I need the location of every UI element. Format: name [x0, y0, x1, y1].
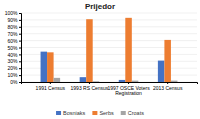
legend-item: Bosniaks: [56, 110, 86, 116]
y-tick-label: 80%: [7, 24, 18, 30]
bar-series: [47, 18, 171, 82]
bar: [93, 81, 100, 82]
y-tick-mark: [19, 41, 21, 42]
y-tick-mark: [19, 54, 21, 55]
x-tick-label-line: 1991 Census: [36, 85, 66, 91]
legend-swatch: [92, 111, 97, 115]
y-tick: 80%: [7, 24, 21, 30]
x-tick-label: 1993 RS Census: [71, 85, 109, 91]
y-tick-label: 40%: [7, 52, 18, 58]
x-axis: 1991 Census 1993 RS Census1997 OSCE Voter…: [22, 82, 198, 96]
x-tick-label-line: 1993 RS Census: [71, 85, 109, 91]
bar: [164, 40, 171, 82]
x-tick: 1997 OSCE VotersRegistration: [107, 82, 150, 96]
chart-container: Prijedor 0%10%20%30%40%50%60%70%80%90%100…: [0, 0, 200, 119]
y-tick-label: 10%: [7, 72, 18, 78]
y-tick-mark: [19, 61, 21, 62]
y-tick-mark: [19, 13, 21, 14]
y-tick-label: 30%: [7, 58, 18, 64]
x-tick: 1993 RS Census: [71, 82, 109, 91]
bar: [132, 81, 139, 82]
bar: [125, 18, 132, 82]
grid-line: [21, 33, 197, 34]
legend-item: Serbs: [92, 110, 114, 116]
y-tick: 90%: [7, 17, 21, 23]
y-tick: 100%: [5, 10, 21, 16]
y-tick-label: 0%: [10, 79, 18, 85]
plot: 0%10%20%30%40%50%60%70%80%90%100%1991 Ce…: [5, 10, 198, 96]
y-tick: 20%: [7, 65, 21, 71]
legend-label: Bosniaks: [63, 110, 86, 116]
bar: [47, 52, 54, 82]
y-axis: 0%10%20%30%40%50%60%70%80%90%100%: [5, 10, 22, 85]
y-axis-line: [19, 14, 22, 83]
y-tick-label: 100%: [5, 10, 18, 16]
bar: [86, 19, 93, 82]
y-tick-mark: [19, 20, 21, 21]
legend-label: Serbs: [99, 110, 114, 116]
y-tick: 60%: [7, 38, 21, 44]
y-tick-label: 60%: [7, 38, 18, 44]
bar: [41, 52, 48, 82]
title: Prijedor: [85, 2, 115, 11]
y-tick: 0%: [10, 79, 21, 85]
y-tick-mark: [19, 48, 21, 49]
y-tick-label: 70%: [7, 31, 18, 37]
grid-line: [21, 13, 197, 14]
bar: [158, 61, 165, 82]
grid-line: [21, 19, 197, 20]
y-tick-mark: [19, 82, 21, 83]
x-tick-label: 1991 Census: [36, 85, 66, 91]
y-tick-mark: [19, 27, 21, 28]
grid-line: [21, 26, 197, 27]
x-tick-label-line: 2013 Census: [153, 85, 183, 91]
y-tick-mark: [19, 34, 21, 35]
bar-series: [41, 52, 165, 82]
bar: [54, 78, 61, 82]
legend-swatch: [121, 111, 126, 115]
bar: [80, 77, 87, 82]
x-tick-label: 2013 Census: [153, 85, 183, 91]
x-tick-label-line: Registration: [115, 90, 142, 96]
bar: [171, 81, 178, 82]
y-tick: 50%: [7, 45, 21, 51]
y-tick: 40%: [7, 52, 21, 58]
bar-series: [54, 78, 178, 82]
y-tick-mark: [19, 68, 21, 69]
y-tick: 70%: [7, 31, 21, 37]
y-tick-label: 50%: [7, 45, 18, 51]
legend-label: Croats: [128, 110, 144, 116]
y-tick-label: 90%: [7, 17, 18, 23]
bars: [41, 18, 178, 82]
legend-swatch: [56, 111, 61, 115]
x-tick: 1991 Census: [36, 82, 66, 91]
legend-item: Croats: [121, 110, 144, 116]
grid: [21, 13, 197, 82]
y-tick: 30%: [7, 58, 21, 64]
y-tick-mark: [19, 75, 21, 76]
legend: Bosniaks Serbs Croats: [56, 110, 144, 116]
x-tick-label: 1997 OSCE VotersRegistration: [107, 85, 150, 97]
chart-svg: Prijedor 0%10%20%30%40%50%60%70%80%90%100…: [0, 0, 200, 119]
bar: [119, 80, 126, 82]
y-tick-label: 20%: [7, 65, 18, 71]
y-tick: 10%: [7, 72, 21, 78]
x-tick: 2013 Census: [153, 82, 183, 91]
